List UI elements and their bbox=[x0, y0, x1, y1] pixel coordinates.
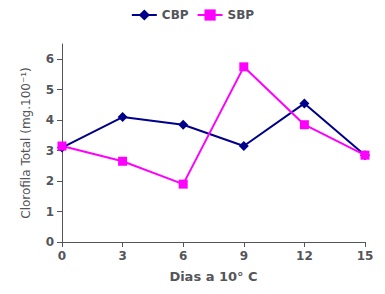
svg-text:1: 1 bbox=[46, 205, 54, 219]
svg-text:15: 15 bbox=[357, 249, 374, 263]
svg-text:Dias a 10° C: Dias a 10° C bbox=[169, 269, 257, 284]
svg-text:Clorofila Total (mg.100⁻¹): Clorofila Total (mg.100⁻¹) bbox=[19, 67, 33, 219]
svg-text:6: 6 bbox=[46, 52, 54, 66]
svg-text:5: 5 bbox=[46, 83, 54, 97]
svg-text:3: 3 bbox=[118, 249, 126, 263]
svg-text:6: 6 bbox=[179, 249, 187, 263]
svg-text:CBP: CBP bbox=[162, 8, 189, 22]
svg-text:4: 4 bbox=[46, 113, 54, 127]
svg-text:0: 0 bbox=[46, 235, 54, 249]
svg-text:12: 12 bbox=[296, 249, 313, 263]
svg-text:2: 2 bbox=[46, 174, 54, 188]
svg-text:9: 9 bbox=[240, 249, 248, 263]
svg-text:SBP: SBP bbox=[228, 8, 255, 22]
svg-text:0: 0 bbox=[58, 249, 66, 263]
svg-text:3: 3 bbox=[46, 144, 54, 158]
